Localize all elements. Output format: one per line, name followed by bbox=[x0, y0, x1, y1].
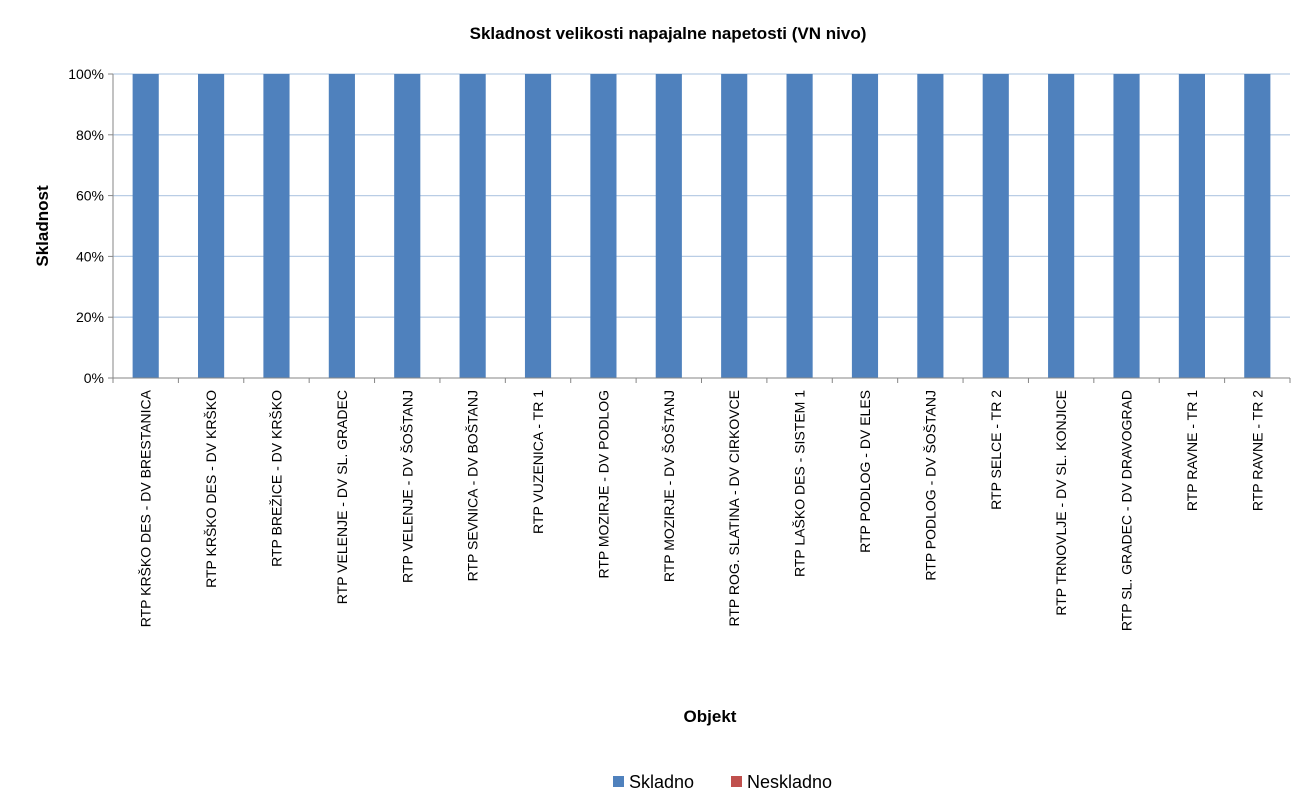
y-tick-label: 100% bbox=[68, 66, 104, 82]
bar-skladno bbox=[394, 74, 421, 378]
x-category-label: RTP KRŠKO DES - DV KRŠKO bbox=[203, 390, 219, 588]
x-category-label: RTP PODLOG - DV ŠOŠTANJ bbox=[922, 390, 938, 581]
bar-skladno bbox=[132, 74, 159, 378]
bar-skladno bbox=[263, 74, 290, 378]
bar-skladno bbox=[1244, 74, 1271, 378]
x-category-label: RTP LAŠKO DES - SISTEM 1 bbox=[792, 390, 808, 577]
x-category-label: RTP SELCE - TR 2 bbox=[988, 390, 1004, 510]
bar-skladno bbox=[1113, 74, 1140, 378]
x-axis-title: Objekt bbox=[684, 707, 737, 726]
bar-skladno bbox=[655, 74, 682, 378]
bar-skladno bbox=[1178, 74, 1205, 378]
bar-skladno bbox=[328, 74, 355, 378]
bar-skladno bbox=[917, 74, 944, 378]
x-category-label: RTP PODLOG - DV ELES bbox=[857, 390, 873, 553]
x-category-label: RTP SL. GRADEC - DV DRAVOGRAD bbox=[1119, 390, 1135, 631]
bar-skladno bbox=[851, 74, 879, 378]
bar-skladno bbox=[524, 74, 552, 378]
x-category-label: RTP ROG. SLATINA - DV CIRKOVCE bbox=[726, 390, 742, 627]
x-category-label: RTP KRŠKO DES - DV BRESTANICA bbox=[138, 389, 154, 627]
x-category-label: RTP BREŽICE - DV KRŠKO bbox=[268, 390, 284, 567]
gridlines bbox=[113, 73, 1290, 318]
x-category-label: RTP VELENJE - DV SL. GRADEC bbox=[334, 390, 350, 604]
x-category-label: RTP TRNOVLJE - DV SL. KONJICE bbox=[1053, 390, 1069, 616]
legend-swatch bbox=[731, 776, 742, 787]
bar-skladno bbox=[1048, 74, 1075, 378]
x-category-label: RTP RAVNE - TR 2 bbox=[1249, 390, 1265, 511]
y-tick-label: 40% bbox=[76, 248, 104, 264]
y-tick-label: 0% bbox=[84, 370, 104, 386]
y-tick-label: 80% bbox=[76, 127, 104, 143]
x-category-label: RTP MOZIRJE - DV PODLOG bbox=[595, 390, 611, 579]
y-tick-label: 20% bbox=[76, 309, 104, 325]
bar-skladno bbox=[786, 74, 813, 378]
bar-skladno bbox=[982, 74, 1009, 378]
legend-label: Skladno bbox=[629, 772, 694, 792]
x-category-label: RTP VELENJE - DV ŠOŠTANJ bbox=[399, 390, 415, 583]
legend-swatch bbox=[613, 776, 624, 787]
bar-skladno bbox=[198, 74, 225, 378]
x-category-labels: RTP KRŠKO DES - DV BRESTANICA RTP KRŠKO D… bbox=[138, 389, 1266, 631]
x-category-label: RTP VUZENICA - TR 1 bbox=[530, 390, 546, 534]
y-tick-labels: 0% 20% 40% 60% 80% 100% bbox=[68, 66, 104, 386]
legend: Skladno Neskladno bbox=[613, 772, 832, 792]
x-category-label: RTP MOZIRJE - DV ŠOŠTANJ bbox=[661, 390, 677, 582]
bars bbox=[132, 74, 1271, 378]
bar-skladno bbox=[459, 74, 486, 378]
chart-title: Skladnost velikosti napajalne napetosti … bbox=[470, 24, 867, 43]
y-tick-label: 60% bbox=[76, 188, 104, 204]
y-axis-title: Skladnost bbox=[33, 185, 52, 267]
bar-skladno bbox=[721, 74, 748, 378]
bar-skladno bbox=[590, 74, 617, 378]
x-category-label: RTP RAVNE - TR 1 bbox=[1184, 390, 1200, 511]
legend-label: Neskladno bbox=[747, 772, 832, 792]
axes bbox=[108, 73, 1291, 383]
x-category-label: RTP SEVNICA - DV BOŠTANJ bbox=[465, 390, 481, 581]
